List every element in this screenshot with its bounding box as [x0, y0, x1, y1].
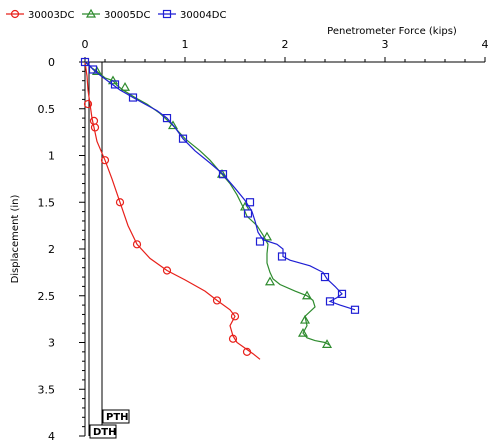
data-point — [297, 327, 309, 337]
y-tick-label: 3 — [48, 337, 55, 350]
data-point — [325, 297, 335, 306]
data-point — [119, 82, 131, 91]
y-tick-label: 0 — [48, 56, 55, 69]
data-point — [228, 334, 238, 343]
data-point — [301, 290, 313, 300]
legend-item-30003DC: 30003DC — [6, 9, 75, 21]
data-point — [85, 8, 97, 18]
legend-item-30005DC: 30005DC — [82, 8, 151, 21]
series-layer — [80, 57, 360, 360]
legend-label: 30005DC — [104, 10, 151, 21]
x-tick-label: 0 — [82, 38, 89, 51]
data-point — [110, 80, 120, 89]
data-point — [107, 75, 119, 85]
threshold-label-box — [89, 424, 117, 439]
data-point — [245, 198, 255, 207]
threshold-label-pth: PTH — [106, 412, 129, 423]
data-point — [88, 65, 98, 74]
data-point — [299, 314, 311, 324]
threshold-annotations: PTH DTH — [88, 62, 130, 439]
y-tick-label: 0.5 — [38, 103, 56, 116]
data-point — [162, 113, 172, 123]
data-point — [230, 312, 240, 321]
data-point — [162, 266, 172, 275]
series-line — [84, 61, 261, 360]
data-point — [167, 120, 179, 130]
data-point — [132, 240, 142, 249]
data-point — [264, 276, 276, 286]
x-tick-label: 2 — [282, 38, 289, 51]
series-line — [84, 61, 356, 311]
data-point — [212, 296, 222, 305]
y-tick-label: 3.5 — [38, 383, 56, 396]
data-point — [243, 209, 253, 218]
data-point — [100, 156, 110, 165]
legend-item-30004DC: 30004DC — [158, 9, 227, 21]
data-point — [320, 272, 330, 282]
x-tick-label: 4 — [482, 38, 489, 51]
data-point — [242, 347, 252, 356]
y-axis-label: Displacement (in) — [10, 194, 21, 283]
legend-label: 30004DC — [180, 10, 227, 21]
data-point — [255, 237, 265, 246]
y-tick-label: 2 — [48, 243, 55, 256]
data-point — [89, 116, 99, 126]
threshold-label-dth: DTH — [93, 427, 117, 438]
data-point — [321, 339, 333, 348]
series-line — [84, 61, 331, 346]
x-axis-label: Penetrometer Force (kips) — [327, 26, 457, 37]
data-point — [83, 99, 93, 109]
y-tick-label: 4 — [48, 430, 55, 442]
y-tick-label: 1.5 — [38, 196, 56, 209]
y-tick-label: 1 — [48, 150, 55, 163]
data-point — [277, 252, 287, 261]
data-point — [162, 9, 172, 19]
data-point — [90, 123, 100, 132]
data-point — [115, 198, 125, 207]
series-30003DC — [83, 61, 261, 360]
y-tick-label: 2.5 — [38, 290, 56, 303]
data-point — [261, 231, 273, 241]
legend-label: 30003DC — [28, 10, 75, 21]
data-point — [80, 57, 90, 67]
data-point — [178, 134, 188, 143]
x-tick-label: 3 — [382, 38, 389, 51]
series-30004DC — [80, 57, 360, 314]
data-point — [128, 93, 138, 102]
axes: 0 1 2 3 4 0 0.5 1 1.5 2 2.5 3 3.5 4 — [38, 38, 489, 442]
data-point — [218, 170, 228, 179]
data-point — [337, 289, 347, 298]
data-point — [10, 9, 20, 19]
data-point — [350, 305, 360, 314]
x-tick-label: 1 — [182, 38, 189, 51]
threshold-label-box — [102, 409, 130, 424]
legend: 30003DC 30005DC 30004DC — [6, 8, 227, 21]
